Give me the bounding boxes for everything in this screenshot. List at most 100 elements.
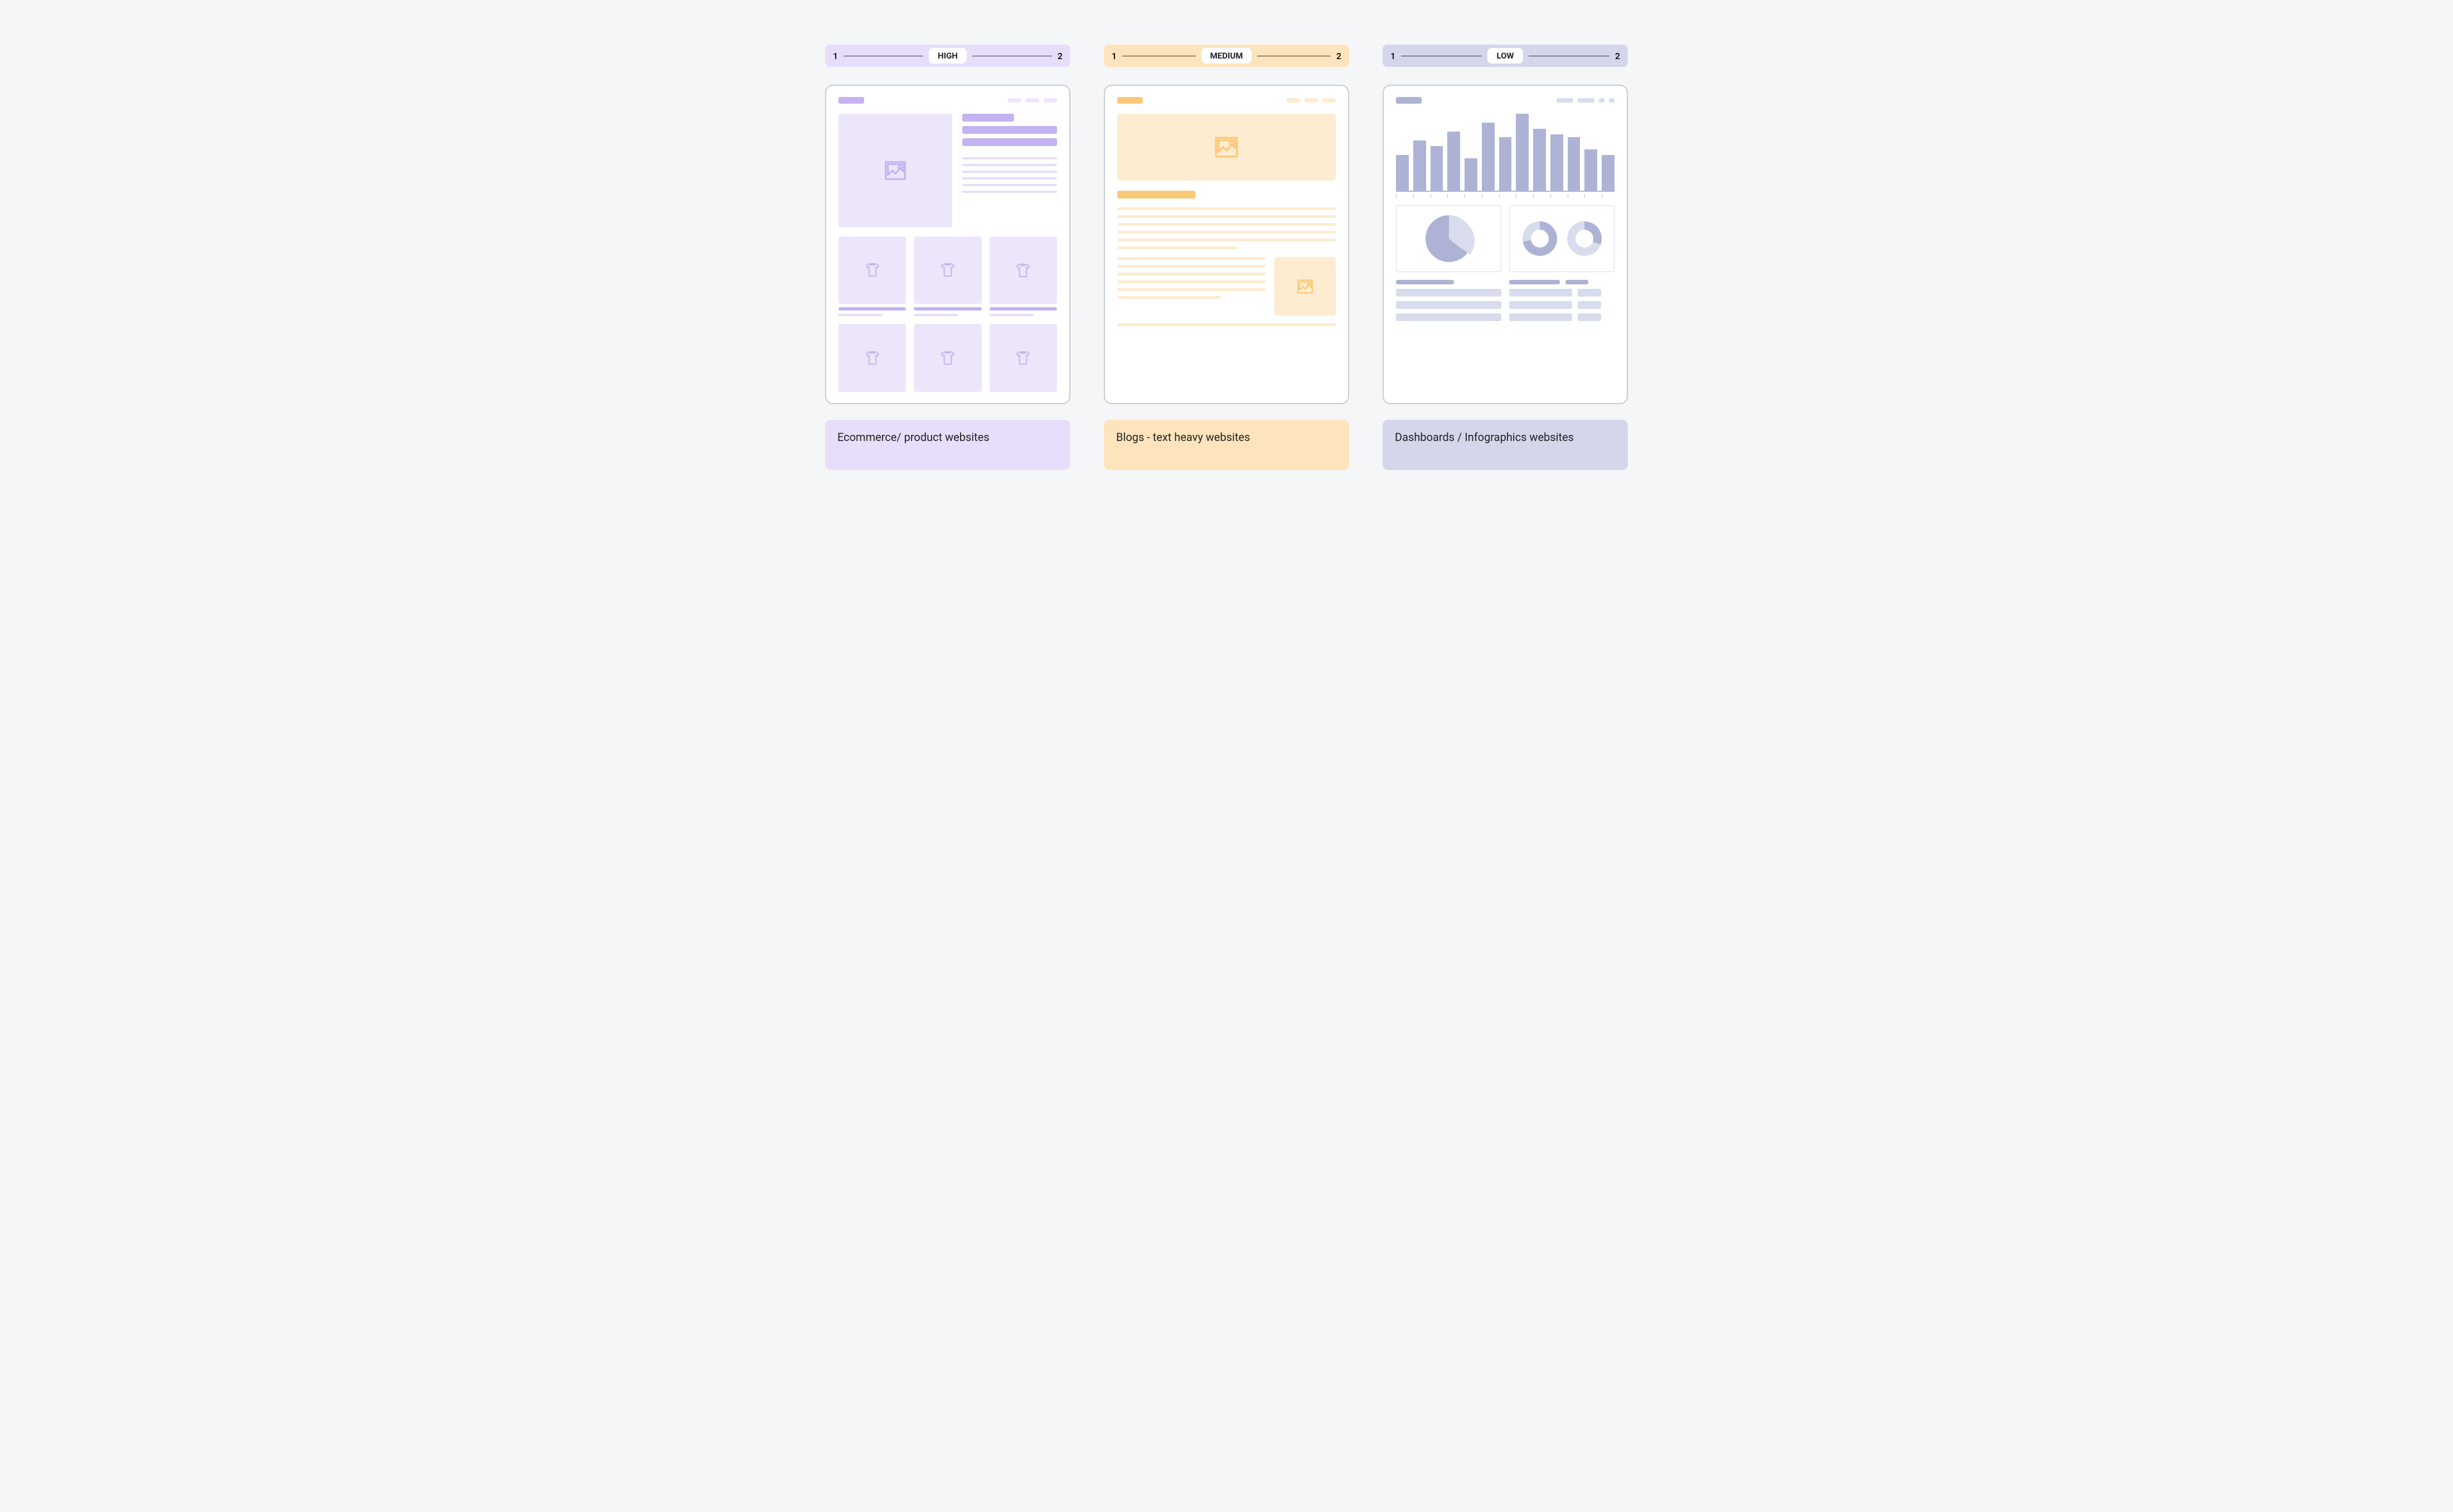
product-cell: [914, 236, 981, 316]
priority-pill: 1LOW2: [1383, 45, 1628, 67]
mock-nav-link: [1305, 98, 1318, 103]
text-line: [962, 171, 1057, 173]
pill-num-left: 1: [1112, 51, 1117, 61]
blog-split: [1117, 257, 1336, 316]
column-blog: 1MEDIUM2Blogs - text heavy websites: [1104, 45, 1349, 470]
footer-bar: [1396, 301, 1501, 309]
text-line: [962, 191, 1057, 193]
mock-logo: [838, 97, 864, 104]
mock-topbar: [1117, 97, 1336, 104]
footer-col: [1396, 280, 1501, 321]
infographic-columns: 1 HIGH 2 Ecommerce/ product websites 1MEDIUM…: [825, 45, 1628, 470]
donut-hole: [1575, 230, 1593, 248]
product-image: [990, 324, 1057, 391]
tick: [1568, 194, 1581, 197]
footer-row: [1509, 313, 1615, 321]
donut-panel: [1509, 205, 1615, 272]
text-line: [1117, 265, 1266, 268]
bar-chart: [1396, 114, 1615, 192]
bar: [1465, 158, 1477, 191]
blog-inline-image: [1274, 257, 1336, 316]
priority-badge: HIGH: [929, 48, 967, 64]
footer-bar: [1509, 280, 1560, 284]
text-line: [1117, 323, 1336, 326]
footer-row: [1509, 280, 1615, 284]
tick: [1533, 194, 1546, 197]
pill-num-right: 2: [1336, 51, 1341, 61]
pill-num-right: 2: [1615, 51, 1620, 61]
text-line: [962, 164, 1057, 166]
bar: [1396, 155, 1409, 191]
side-bar: [962, 114, 1015, 122]
product-cell: [990, 324, 1057, 391]
caption: Dashboards / Infographics websites: [1383, 420, 1628, 470]
footer-bar: [1578, 313, 1601, 321]
product-cell: [990, 236, 1057, 316]
product-title: [914, 307, 981, 311]
product-sub: [914, 314, 958, 316]
priority-pill: 1 HIGH 2: [825, 45, 1070, 67]
text-line: [1117, 215, 1336, 218]
pill-num-right: 2: [1058, 51, 1063, 61]
mock-nav: [1008, 98, 1057, 103]
chart-panels: [1396, 205, 1615, 272]
caption: Ecommerce/ product websites: [825, 420, 1070, 470]
product-cell: [914, 324, 981, 391]
text-line: [1117, 273, 1266, 275]
product-title: [990, 307, 1057, 311]
product-cell: [838, 324, 906, 391]
product-image: [838, 236, 906, 304]
footer-row: [1509, 289, 1615, 297]
bar: [1533, 129, 1546, 191]
tick: [1413, 194, 1426, 197]
bar: [1447, 132, 1460, 191]
text-line: [962, 177, 1057, 180]
dash-footer: [1396, 280, 1615, 321]
bar: [1568, 137, 1581, 191]
axis-ticks: [1396, 194, 1615, 197]
mock-page-ecommerce: [825, 85, 1070, 404]
mock-nav-link: [1044, 98, 1057, 103]
column-ecommerce: 1 HIGH 2 Ecommerce/ product websites: [825, 45, 1070, 470]
bar: [1550, 134, 1563, 191]
mock-logo: [1396, 97, 1422, 104]
footer-bar: [1578, 301, 1601, 309]
hero-image: [838, 114, 952, 227]
text-line: [1117, 239, 1336, 241]
mock-topbar: [1396, 97, 1615, 104]
tick: [1584, 194, 1597, 197]
text-line: [962, 157, 1057, 159]
tick: [1431, 194, 1443, 197]
donut-chart: [1523, 221, 1557, 256]
footer-bar: [1509, 289, 1572, 297]
text-line: [1117, 280, 1266, 283]
tick: [1602, 194, 1615, 197]
mock-nav-link: [1599, 98, 1604, 103]
blog-para-2: [1117, 257, 1266, 316]
tick: [1482, 194, 1495, 197]
text-line: [1117, 257, 1266, 260]
donut-hole: [1531, 230, 1549, 248]
mock-nav-link: [1008, 98, 1021, 103]
text-line: [1117, 231, 1336, 234]
mock-nav-link: [1557, 98, 1573, 103]
mock-nav: [1287, 98, 1336, 103]
text-line: [1117, 246, 1238, 249]
bar: [1602, 155, 1615, 191]
hero-sidebar: [962, 114, 1057, 227]
product-sub: [838, 314, 883, 316]
footer-bar: [1396, 313, 1501, 321]
footer-row: [1509, 301, 1615, 309]
mock-nav-link: [1026, 98, 1039, 103]
blog-subhead: [1117, 191, 1195, 198]
mock-nav-link: [1322, 98, 1336, 103]
product-title: [838, 307, 906, 311]
pill-num-left: 1: [833, 51, 838, 61]
mock-page-blog: [1104, 85, 1349, 404]
mock-page-dashboard: [1383, 85, 1628, 404]
donut-chart: [1567, 221, 1602, 256]
footer-bar: [1396, 280, 1454, 284]
tick: [1499, 194, 1512, 197]
mock-topbar: [838, 97, 1057, 104]
tick: [1396, 194, 1409, 197]
